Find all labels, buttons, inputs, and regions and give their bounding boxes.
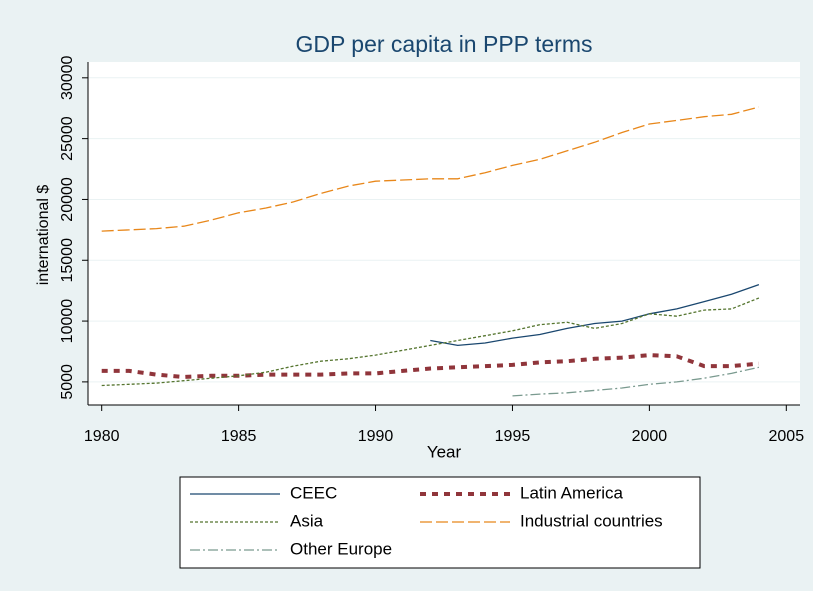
legend-label: Industrial countries xyxy=(520,511,663,530)
series-line xyxy=(101,106,760,232)
y-tick-label: 20000 xyxy=(59,177,76,222)
legend-label: Asia xyxy=(290,511,324,530)
y-tick-label: 30000 xyxy=(59,55,76,100)
series-line xyxy=(512,366,760,397)
plot-area xyxy=(88,62,800,405)
x-axis-label: Year xyxy=(427,442,462,461)
y-tick-label: 25000 xyxy=(59,116,76,161)
x-tick-label: 1995 xyxy=(495,428,531,445)
x-tick-label: 1980 xyxy=(84,428,120,445)
y-tick-label: 15000 xyxy=(59,238,76,283)
series-line xyxy=(430,283,760,347)
x-tick-label: 2005 xyxy=(769,428,805,445)
x-tick-label: 2000 xyxy=(632,428,668,445)
x-tick-label: 1990 xyxy=(358,428,394,445)
legend-label: CEEC xyxy=(290,483,337,502)
series-line xyxy=(101,353,760,380)
y-tick-label: 5000 xyxy=(59,364,76,400)
y-axis-label: international $ xyxy=(35,185,52,286)
x-tick-label: 1985 xyxy=(221,428,257,445)
legend-label: Latin America xyxy=(520,483,624,502)
chart-title: GDP per capita in PPP terms xyxy=(295,31,592,57)
series-line xyxy=(101,297,760,387)
legend-label: Other Europe xyxy=(290,539,392,558)
y-tick-label: 10000 xyxy=(59,299,76,344)
